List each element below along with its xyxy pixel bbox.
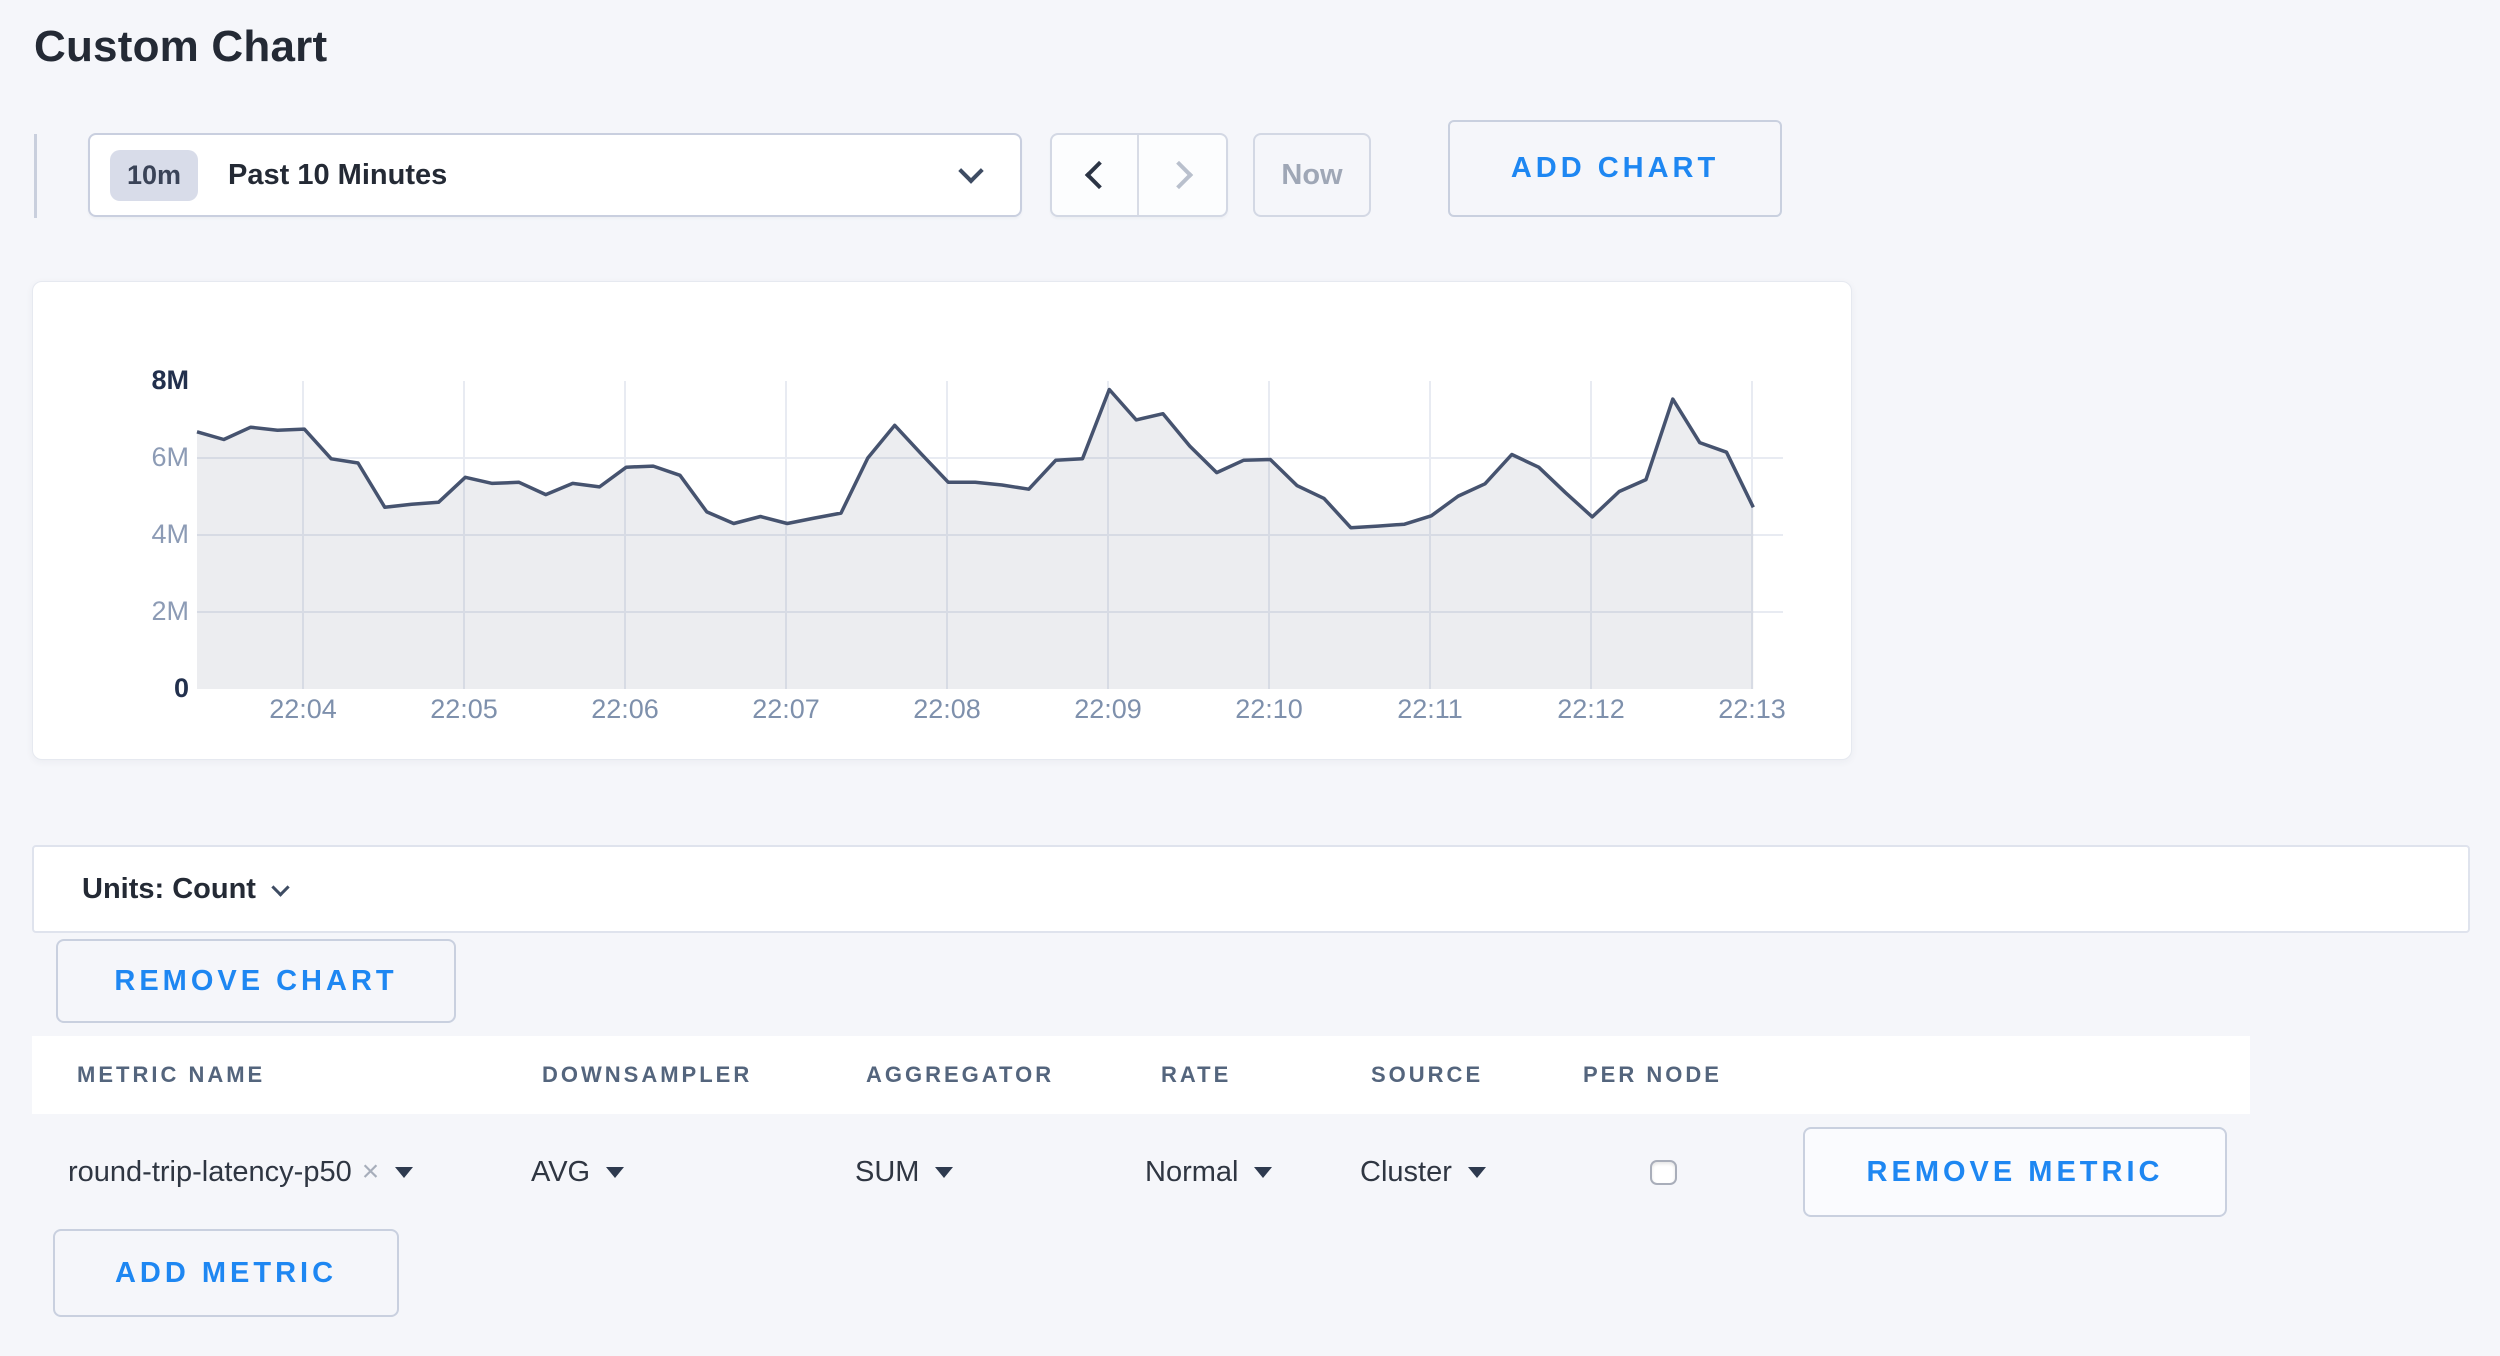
remove-metric-button[interactable]: REMOVE METRIC — [1803, 1127, 2227, 1217]
chevron-down-icon — [271, 877, 290, 897]
now-button[interactable]: Now — [1253, 133, 1371, 217]
per-node-checkbox[interactable] — [1650, 1160, 1677, 1185]
y-axis-label: 0 — [173, 673, 189, 703]
add-chart-button[interactable]: ADD CHART — [1448, 120, 1782, 217]
next-time-button[interactable] — [1139, 135, 1226, 215]
page-title: Custom Chart — [34, 22, 328, 71]
aggregator-value: SUM — [855, 1155, 920, 1188]
add-metric-button[interactable]: ADD METRIC — [53, 1229, 399, 1317]
x-axis-label: 22:10 — [1235, 694, 1303, 724]
chevron-down-icon — [958, 158, 984, 184]
close-icon[interactable]: × — [361, 1155, 380, 1188]
source-select[interactable]: Cluster — [1360, 1146, 1486, 1198]
header-aggregator: AGGREGATOR — [866, 1062, 1055, 1087]
remove-chart-button[interactable]: REMOVE CHART — [56, 939, 456, 1023]
time-range-badge: 10m — [110, 149, 199, 201]
metric-row: round-trip-latency-p50 × AVG SUM Normal … — [0, 1146, 2500, 1198]
x-axis-label: 22:12 — [1557, 694, 1625, 724]
header-downsampler: DOWNSAMPLER — [542, 1062, 753, 1087]
header-metric-name: METRIC NAME — [77, 1062, 266, 1087]
time-range-label: Past 10 Minutes — [228, 158, 448, 191]
caret-down-icon — [606, 1166, 625, 1178]
toolbar-divider — [34, 134, 37, 218]
aggregator-select[interactable]: SUM — [855, 1146, 954, 1198]
caret-down-icon — [935, 1166, 954, 1178]
y-axis-label: 6M — [151, 442, 189, 472]
metric-name-value: round-trip-latency-p50 — [68, 1155, 352, 1188]
x-axis: 22:04 22:05 22:06 22:07 22:08 22:09 22:10 22:11… — [33, 694, 1851, 734]
metrics-table-header: METRIC NAME DOWNSAMPLER AGGREGATOR RATE … — [32, 1036, 2250, 1114]
x-axis-label: 22:08 — [913, 694, 981, 724]
header-per-node: PER NODE — [1583, 1062, 1722, 1087]
time-pager — [1050, 133, 1228, 217]
header-rate: RATE — [1161, 1062, 1232, 1087]
chevron-left-icon — [1084, 160, 1113, 190]
chart-card: 8M 6M 4M 2M 0 22:04 22:05 22:06 22:07 22:08 22:09… — [32, 281, 1852, 760]
x-axis-label: 22:05 — [430, 694, 498, 724]
y-axis-label: 2M — [151, 596, 189, 626]
y-axis-label: 8M — [151, 365, 189, 395]
chart-plot-area[interactable] — [196, 381, 1783, 689]
caret-down-icon — [395, 1166, 414, 1178]
time-range-dropdown[interactable]: 10m Past 10 Minutes — [88, 133, 1022, 217]
chevron-right-icon — [1164, 160, 1193, 190]
chart-area-svg — [196, 381, 1783, 689]
downsampler-select[interactable]: AVG — [531, 1146, 625, 1198]
x-axis-label: 22:13 — [1718, 694, 1786, 724]
x-axis-label: 22:11 — [1397, 694, 1463, 724]
y-axis: 8M 6M 4M 2M 0 — [93, 282, 189, 759]
caret-down-icon — [1254, 1166, 1273, 1178]
metric-name-select[interactable]: round-trip-latency-p50 × — [68, 1146, 414, 1198]
source-value: Cluster — [1360, 1155, 1452, 1188]
downsampler-value: AVG — [531, 1155, 591, 1188]
x-axis-label: 22:09 — [1074, 694, 1142, 724]
header-source: SOURCE — [1371, 1062, 1484, 1087]
y-axis-label: 4M — [151, 519, 189, 549]
prev-time-button[interactable] — [1052, 135, 1139, 215]
x-axis-label: 22:04 — [269, 694, 337, 724]
caret-down-icon — [1467, 1166, 1486, 1178]
now-button-label: Now — [1281, 158, 1343, 191]
rate-value: Normal — [1145, 1155, 1239, 1188]
x-axis-label: 22:06 — [591, 694, 659, 724]
units-label: Units: Count — [82, 872, 256, 905]
units-dropdown[interactable]: Units: Count — [32, 845, 2470, 933]
rate-select[interactable]: Normal — [1145, 1146, 1273, 1198]
x-axis-label: 22:07 — [752, 694, 820, 724]
